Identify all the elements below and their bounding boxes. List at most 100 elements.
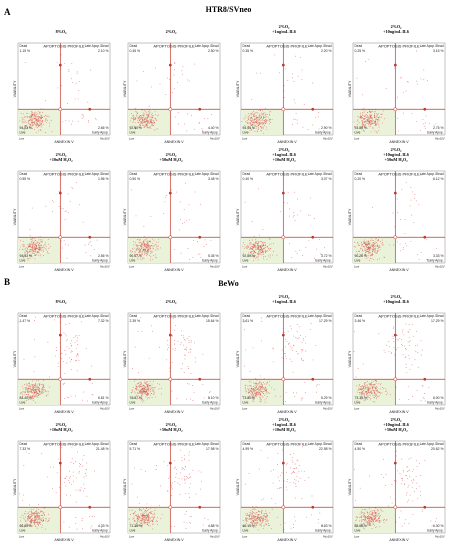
gate-handle[interactable] (281, 191, 285, 195)
gate-handle[interactable] (311, 377, 315, 381)
percent-late: 3.07 % (321, 177, 332, 181)
event-dot (365, 243, 366, 245)
gate-handle[interactable] (393, 63, 397, 67)
gate-handle[interactable] (168, 461, 172, 465)
event-dot (295, 113, 297, 115)
gate-handle[interactable] (168, 377, 173, 382)
event-dot (82, 221, 84, 223)
event-dot (39, 242, 41, 244)
gate-handle[interactable] (281, 505, 286, 510)
event-dot (399, 77, 401, 79)
gate-handle[interactable] (198, 235, 202, 239)
gate-handle[interactable] (311, 235, 315, 239)
gate-handle[interactable] (281, 461, 285, 465)
gate-handle[interactable] (168, 191, 172, 195)
gate-handle[interactable] (198, 107, 202, 111)
event-dot (32, 509, 34, 511)
event-dot (29, 229, 31, 231)
event-dot (379, 516, 380, 517)
event-dot (294, 520, 296, 522)
event-dot (395, 480, 397, 482)
event-dot (64, 62, 66, 64)
gate-handle[interactable] (393, 333, 397, 337)
gate-handle[interactable] (393, 377, 398, 382)
event-dot (76, 337, 78, 339)
gate-handle[interactable] (281, 107, 286, 112)
event-dot (383, 256, 385, 258)
event-dot (39, 249, 41, 251)
event-dot (65, 210, 67, 212)
percent-early: 5.10 % (208, 396, 219, 400)
gate-handle[interactable] (393, 107, 398, 112)
gate-handle[interactable] (423, 107, 427, 111)
event-dot (165, 196, 167, 198)
event-dot (363, 512, 365, 514)
event-dot (371, 245, 373, 247)
gate-handle[interactable] (423, 505, 427, 509)
gate-handle[interactable] (88, 235, 92, 239)
event-dot (22, 395, 24, 397)
gate-handle[interactable] (281, 63, 285, 67)
gate-handle[interactable] (311, 505, 315, 509)
gate-handle[interactable] (423, 377, 427, 381)
event-dot (269, 380, 271, 382)
gate-handle[interactable] (423, 235, 427, 239)
gate-handle[interactable] (393, 191, 397, 195)
event-dot (253, 245, 255, 247)
gate-handle[interactable] (58, 107, 63, 112)
event-dot (366, 121, 368, 123)
event-dot (25, 387, 27, 389)
gate-handle[interactable] (393, 235, 398, 240)
gate-handle[interactable] (311, 107, 315, 111)
event-dot (360, 510, 362, 512)
gate-handle[interactable] (393, 461, 397, 465)
gate-handle[interactable] (168, 333, 172, 337)
gate-handle[interactable] (88, 377, 92, 381)
live-quadrant-fill (241, 237, 284, 263)
gate-handle[interactable] (58, 235, 63, 240)
event-dot (251, 519, 253, 521)
gate-handle[interactable] (168, 107, 173, 112)
event-dot (29, 391, 31, 393)
condition-label: 2%O₂ +10uM H₂O₂ (6, 422, 116, 432)
gate-handle[interactable] (88, 107, 92, 111)
gate-handle[interactable] (168, 235, 173, 240)
gate-handle[interactable] (198, 377, 202, 381)
percent-late: 20.62 % (431, 447, 443, 451)
event-dot (141, 515, 143, 517)
event-dot (178, 123, 180, 125)
event-dot (370, 117, 372, 119)
event-dot (259, 386, 260, 388)
event-dot (65, 340, 67, 342)
event-dot (80, 490, 82, 492)
gate-handle[interactable] (281, 235, 286, 240)
event-dot (269, 256, 271, 258)
live-quadrant-fill (128, 507, 171, 533)
event-dot (373, 390, 375, 392)
gate-handle[interactable] (198, 505, 202, 509)
event-dot (268, 118, 270, 120)
gate-handle[interactable] (58, 63, 62, 67)
event-dot (380, 382, 382, 384)
gate-handle[interactable] (58, 333, 62, 337)
event-dot (263, 515, 265, 517)
event-dot (248, 113, 249, 115)
event-dot (135, 510, 137, 512)
gate-handle[interactable] (393, 505, 398, 510)
event-dot (408, 354, 410, 356)
gate-handle[interactable] (88, 505, 92, 509)
event-dot (406, 245, 408, 247)
event-dot (24, 125, 26, 127)
gate-handle[interactable] (168, 63, 172, 67)
gate-handle[interactable] (281, 377, 286, 382)
event-dot (355, 385, 357, 387)
event-dot (260, 401, 262, 402)
gate-handle[interactable] (58, 191, 62, 195)
event-dot (248, 125, 250, 127)
gate-handle[interactable] (58, 505, 63, 510)
gate-handle[interactable] (281, 333, 285, 337)
gate-handle[interactable] (168, 505, 173, 510)
gate-handle[interactable] (58, 377, 63, 382)
gate-handle[interactable] (58, 461, 62, 465)
event-dot (418, 203, 420, 205)
